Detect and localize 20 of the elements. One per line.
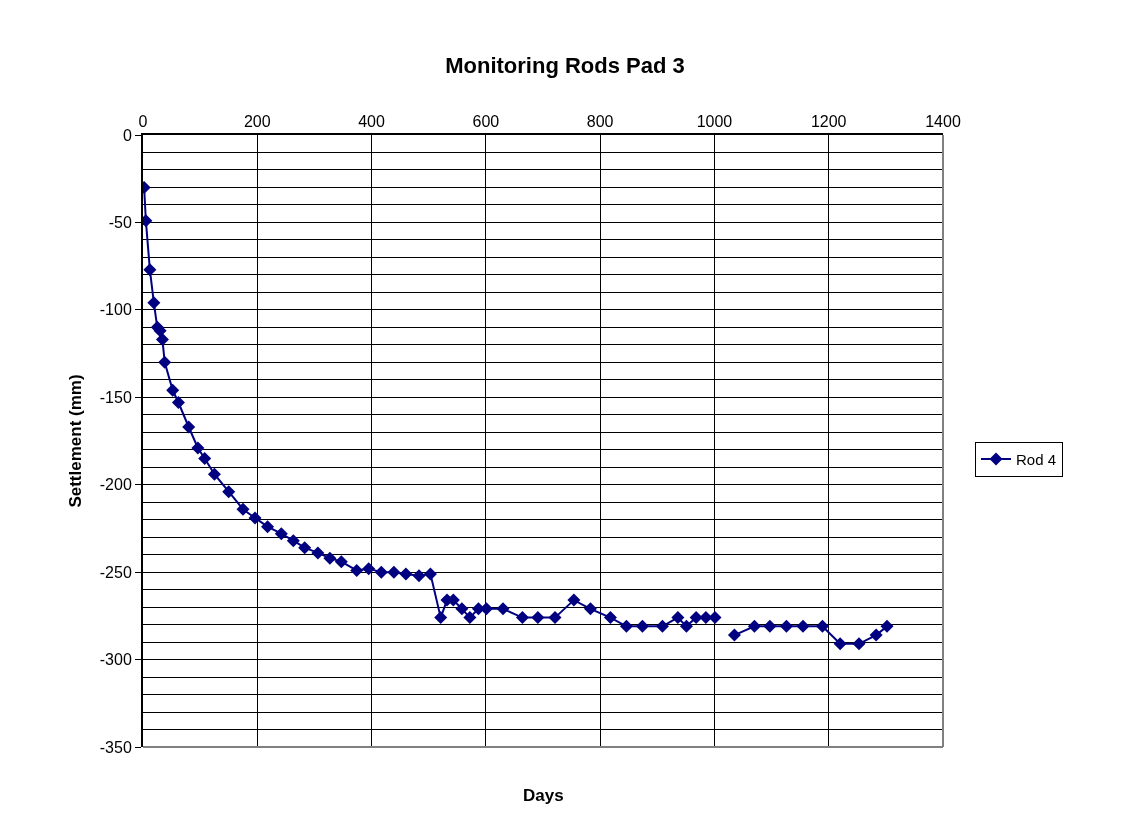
y-axis-title: Settlement (mm) [65,374,85,508]
legend-label: Rod 4 [1016,450,1057,468]
x-tick-label: 1400 [925,112,961,130]
y-tick-label: 0 [122,126,132,144]
y-tick-label: -150 [99,388,132,406]
x-tick-label: 800 [586,112,614,130]
x-tick-label: 400 [358,112,386,130]
y-tick-label: -300 [99,651,132,669]
x-tick-label: 1200 [810,112,847,130]
y-tick-label: -50 [108,214,132,232]
y-tick-label: -200 [99,476,132,494]
x-tick-label: 600 [472,112,500,130]
x-tick-label: 0 [138,112,148,130]
y-tick-label: -250 [99,563,132,581]
x-tick-label: 200 [243,112,271,130]
y-tick-label: -350 [99,738,132,756]
y-tick-label: -100 [99,301,132,319]
x-axis-title: Days [523,786,564,805]
x-tick-label: 1000 [696,112,733,130]
chart-title: Monitoring Rods Pad 3 [445,53,685,79]
